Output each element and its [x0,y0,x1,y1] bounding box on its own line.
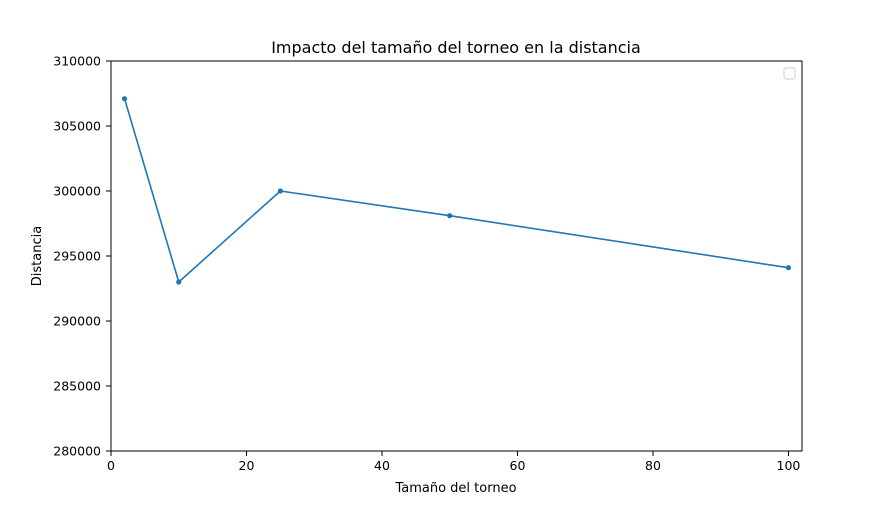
chart-title: Impacto del tamaño del torneo en la dist… [271,38,641,57]
data-point [176,279,182,285]
y-tick-label: 280000 [53,444,101,459]
series-line [123,98,789,283]
data-point [277,188,283,194]
x-tick-label: 20 [239,458,255,473]
x-tick-label: 0 [107,458,115,473]
y-tick-label: 290000 [53,314,101,329]
x-axis-ticks: 0 20 40 60 80 100 [107,451,800,473]
x-axis-label: Tamaño del torneo [394,481,516,496]
y-tick-label: 300000 [53,184,101,199]
plot-area-frame [110,60,803,452]
legend-box [783,67,796,80]
x-tick-label: 80 [645,458,661,473]
x-tick-label: 40 [374,458,390,473]
data-point [447,213,453,219]
data-point [785,265,792,271]
y-tick-label: 305000 [53,119,101,134]
data-point [121,96,128,102]
y-tick-label: 310000 [53,54,101,69]
x-tick-label: 100 [777,458,801,473]
y-axis-label: Distancia [30,226,45,286]
y-axis-ticks: 280000 285000 290000 295000 300000 305000 3100… [53,54,111,459]
series-layer [121,96,792,285]
y-tick-label: 295000 [53,249,101,264]
x-tick-label: 60 [510,458,526,473]
y-tick-label: 285000 [53,379,101,394]
